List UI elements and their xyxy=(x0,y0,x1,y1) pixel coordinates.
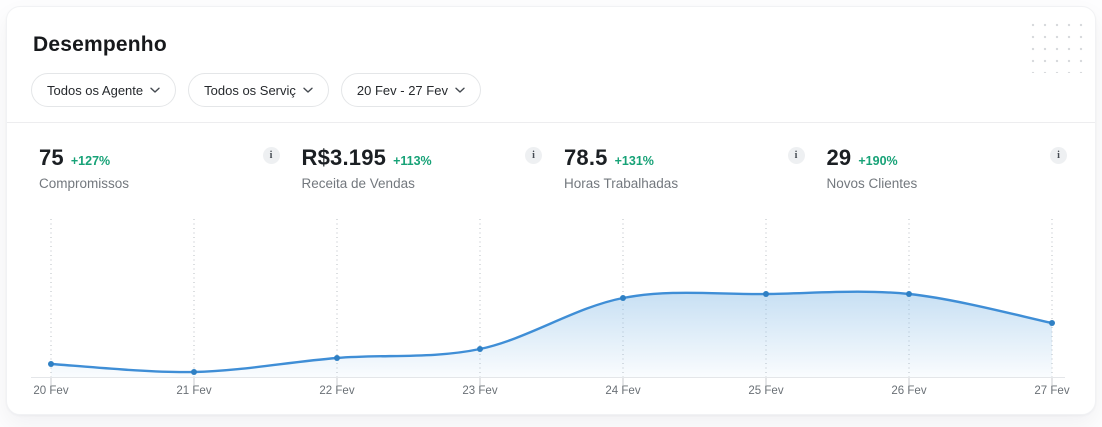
x-axis-label: 22 Fev xyxy=(319,385,355,397)
info-icon[interactable]: i xyxy=(787,147,805,164)
kpi-value: 78.5 xyxy=(564,145,608,170)
agents-filter-dropdown[interactable]: Todos os Agente xyxy=(31,73,177,107)
kpi-row: 75 +127% Compromissos i R$3.195 +113% Re… xyxy=(7,123,1095,211)
card-header: Desempenho Todos os Agente Todos os Serv… xyxy=(7,7,1095,123)
info-icon[interactable]: i xyxy=(262,147,280,164)
kpi-horas-trabalhadas: 78.5 +131% Horas Trabalhadas i xyxy=(564,145,827,211)
services-filter-label: Todos os Serviç xyxy=(204,82,296,98)
performance-card: Desempenho Todos os Agente Todos os Serv… xyxy=(6,6,1096,415)
agents-filter-label: Todos os Agente xyxy=(47,82,144,98)
info-icon[interactable]: i xyxy=(1050,147,1067,164)
chevron-down-icon xyxy=(303,86,313,94)
chevron-down-icon xyxy=(455,86,465,94)
page-title: Desempenho xyxy=(33,33,167,56)
x-axis-label: 27 Fev xyxy=(1034,385,1070,397)
kpi-label: Novos Clientes xyxy=(826,176,918,191)
kpi-novos-clientes: 29 +190% Novos Clientes i xyxy=(827,145,1072,211)
kpi-delta-badge: +131% xyxy=(614,154,654,168)
dot-grid-decoration xyxy=(1025,17,1083,73)
kpi-delta-badge: +127% xyxy=(70,154,111,168)
kpi-label: Compromissos xyxy=(39,176,130,191)
kpi-label: Horas Trabalhadas xyxy=(564,176,679,191)
kpi-value: 29 xyxy=(826,145,852,170)
chevron-down-icon xyxy=(150,86,160,94)
x-axis-label: 26 Fev xyxy=(891,385,927,397)
date-range-label: 20 Fev - 27 Fev xyxy=(356,82,448,98)
x-axis-label: 23 Fev xyxy=(462,385,498,397)
kpi-value: 75 xyxy=(39,145,64,170)
filter-bar: Todos os Agente Todos os Serviç 20 Fev -… xyxy=(31,73,481,107)
kpi-receita-de-vendas: R$3.195 +113% Receita de Vendas i xyxy=(302,145,565,211)
kpi-delta-badge: +190% xyxy=(858,154,898,168)
kpi-value: R$3.195 xyxy=(301,145,387,170)
info-icon[interactable]: i xyxy=(525,147,542,164)
x-axis-label: 21 Fev xyxy=(176,385,212,397)
x-axis-label: 20 Fev xyxy=(33,385,69,397)
services-filter-dropdown[interactable]: Todos os Serviç xyxy=(188,73,329,107)
performance-line-chart[interactable]: 20 Fev 21 Fev 22 Fev 23 Fev 24 Fev 25 Fev 26 F… xyxy=(7,211,1096,415)
kpi-label: Receita de Vendas xyxy=(301,176,415,191)
x-axis-label: 25 Fev xyxy=(748,385,784,397)
kpi-delta-badge: +113% xyxy=(393,154,432,168)
performance-chart-svg[interactable] xyxy=(7,211,1096,415)
kpi-compromissos: 75 +127% Compromissos i xyxy=(39,145,302,211)
date-range-dropdown[interactable]: 20 Fev - 27 Fev xyxy=(340,73,481,107)
x-axis-label: 24 Fev xyxy=(605,385,641,397)
